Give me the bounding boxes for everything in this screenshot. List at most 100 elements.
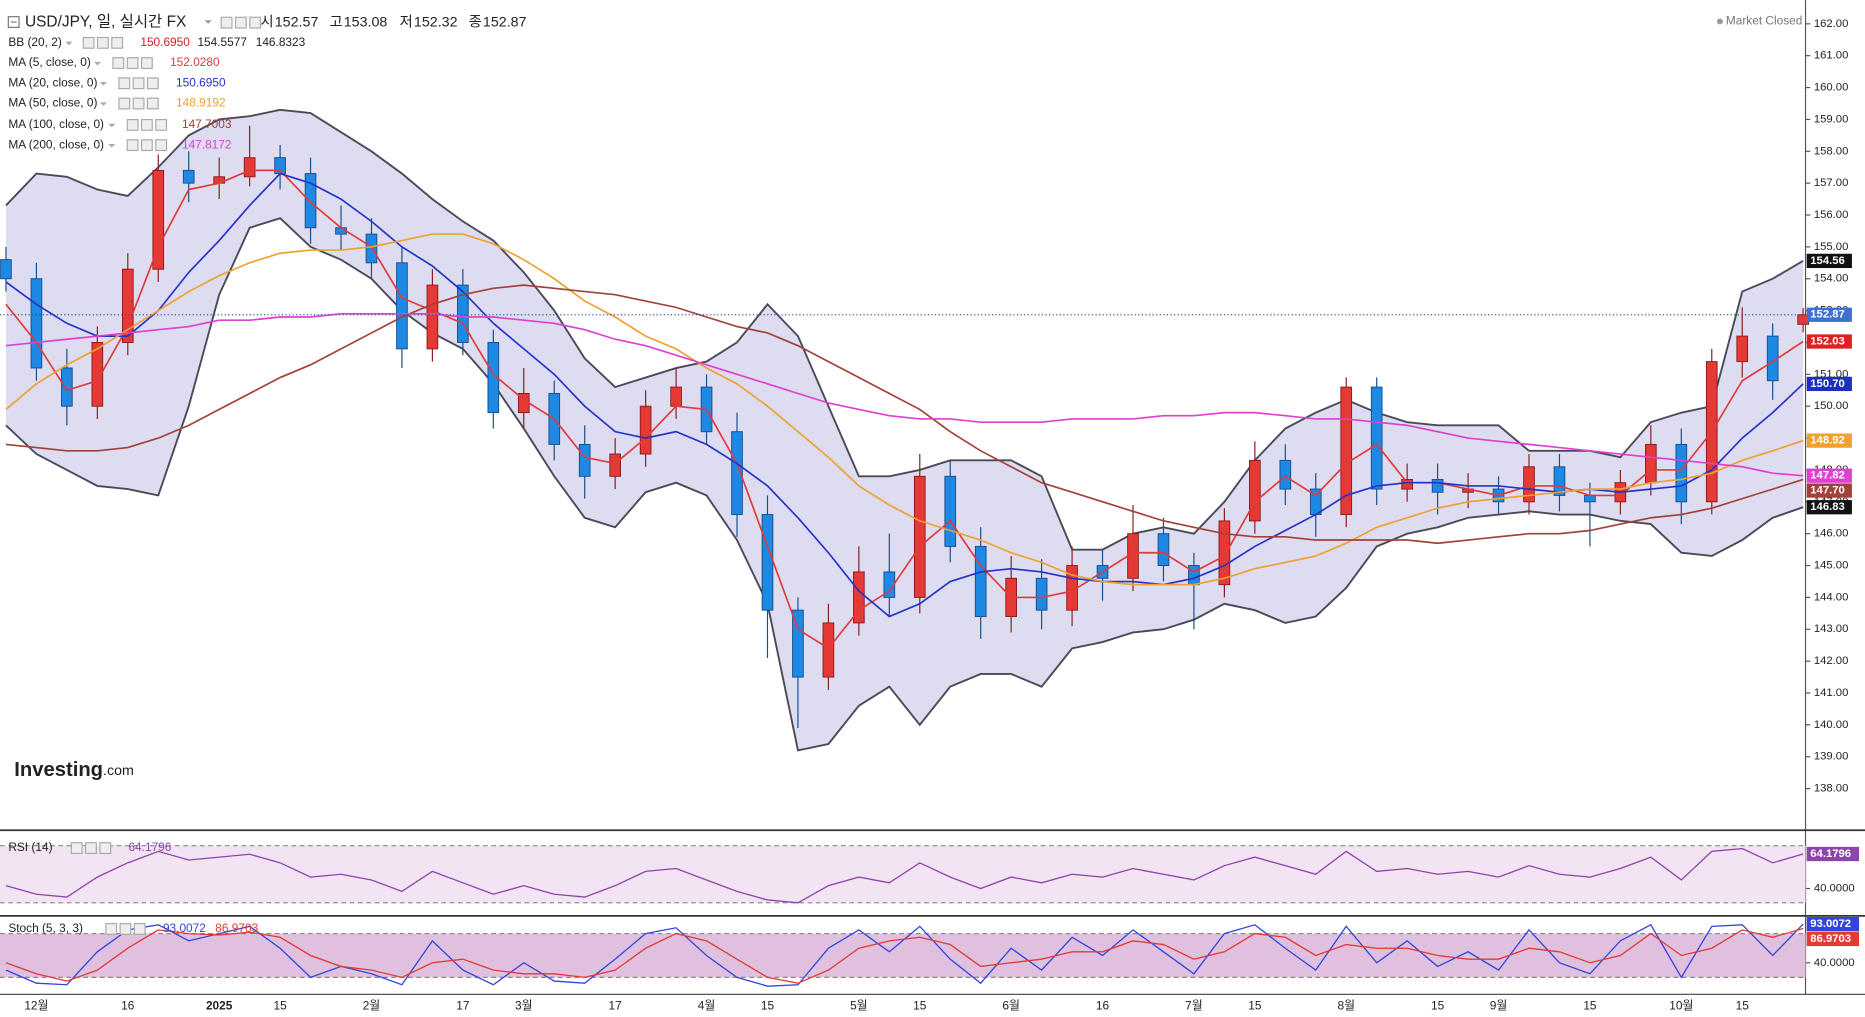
- indicator-icon[interactable]: [133, 923, 146, 935]
- indicator-icon[interactable]: [132, 77, 145, 90]
- dropdown-arrow[interactable]: [65, 41, 73, 46]
- quote-value: 152.87: [483, 14, 527, 30]
- candle-body: [1279, 459, 1292, 490]
- x-tick-label: 17: [609, 998, 622, 1012]
- dropdown-arrow[interactable]: [108, 143, 116, 148]
- price-tag-label: 148.92: [1810, 435, 1845, 447]
- y-tick-label: 159.00: [1814, 113, 1849, 125]
- y-tick-label: 156.00: [1814, 209, 1849, 221]
- collapse-icon[interactable]: [7, 16, 20, 28]
- indicator-icon[interactable]: [126, 57, 139, 70]
- indicator-icon[interactable]: [220, 16, 233, 29]
- x-tick-label: 2월: [363, 998, 381, 1012]
- indicator-icon[interactable]: [70, 842, 83, 855]
- moving-average: [5, 169, 1804, 650]
- bollinger-lower: [5, 217, 1804, 752]
- candle-body: [1157, 533, 1170, 567]
- indicator-icon[interactable]: [126, 118, 139, 131]
- dropdown-arrow[interactable]: [99, 102, 108, 106]
- moving-average: [5, 312, 1804, 477]
- x-tick-label: 12월: [24, 998, 48, 1012]
- candle-body: [1249, 459, 1261, 522]
- y-tick-label: 145.00: [1814, 560, 1849, 572]
- logo: Investing.com: [14, 759, 134, 781]
- indicator-icon[interactable]: [140, 118, 153, 131]
- candle-body: [913, 475, 926, 598]
- logo-suffix: .com: [103, 763, 134, 779]
- indicator-icon[interactable]: [119, 923, 132, 935]
- status-dot: [1716, 18, 1723, 25]
- quote-label: 종: [469, 14, 482, 30]
- candle-body: [396, 262, 408, 350]
- indicator-icon[interactable]: [140, 57, 153, 70]
- candle-body: [0, 259, 12, 280]
- value-tag: [1806, 931, 1860, 947]
- x-tick-label: 3월: [515, 998, 533, 1012]
- indicator-name: MA (100, close, 0): [8, 117, 104, 131]
- candle-body: [792, 609, 804, 678]
- indicator-icon[interactable]: [118, 97, 131, 110]
- value-tag-label: 64.1796: [1810, 848, 1851, 860]
- indicator-icon[interactable]: [118, 77, 131, 90]
- indicator-icon[interactable]: [146, 77, 159, 90]
- indicator-name: MA (5, close, 0): [8, 55, 91, 69]
- candle-body: [1675, 443, 1688, 503]
- indicator-icon[interactable]: [96, 36, 109, 49]
- indicator-icon[interactable]: [132, 97, 145, 110]
- moving-average: [5, 284, 1804, 545]
- candle-body: [1584, 494, 1596, 503]
- indicator-value: 86.9703: [215, 921, 258, 935]
- x-tick-label: 15: [1736, 998, 1750, 1012]
- candle-body: [1523, 466, 1535, 503]
- dropdown-arrow[interactable]: [93, 61, 102, 66]
- quote-label: 시: [260, 14, 273, 30]
- candle-body: [1035, 577, 1048, 611]
- quote-label: 저: [400, 13, 413, 30]
- indicator-icon[interactable]: [99, 842, 112, 855]
- indicator-icon[interactable]: [249, 16, 262, 29]
- x-tick-label: 15: [273, 998, 287, 1012]
- indicator-icon[interactable]: [85, 842, 97, 855]
- indicator-icon[interactable]: [155, 118, 168, 131]
- dropdown-arrow[interactable]: [99, 82, 108, 86]
- indicator-icon[interactable]: [234, 16, 247, 29]
- dropdown-arrow[interactable]: [108, 123, 116, 128]
- indicator-name: MA (200, close, 0): [8, 137, 104, 151]
- x-tick-label: 6월: [1002, 998, 1020, 1012]
- value-tag-label: 93.0072: [1810, 918, 1851, 930]
- y-tick-label: 161.00: [1814, 50, 1849, 62]
- indicator-value: 146.8323: [256, 35, 306, 49]
- x-tick-label: 9월: [1490, 998, 1508, 1012]
- candle-body: [944, 475, 957, 547]
- indicator-icon[interactable]: [112, 57, 125, 70]
- indicator-icon[interactable]: [105, 923, 118, 935]
- y-tick-label: 40.0000: [1814, 883, 1855, 895]
- price-tag-label: 152.03: [1810, 336, 1845, 348]
- candle-body: [974, 545, 987, 618]
- indicator-icon[interactable]: [126, 139, 139, 152]
- y-tick-label: 155.00: [1814, 241, 1849, 253]
- dropdown-arrow[interactable]: [204, 20, 212, 24]
- indicator-value: 147.8172: [182, 137, 232, 151]
- candle-body: [457, 284, 469, 343]
- price-tag: [1806, 500, 1852, 515]
- candle-body: [609, 453, 621, 477]
- indicator-value: 150.6950: [140, 35, 190, 49]
- indicator-icon[interactable]: [140, 139, 153, 152]
- moving-average: [5, 172, 1804, 618]
- y-tick-label: 157.00: [1814, 177, 1849, 189]
- indicator-value: 154.5577: [197, 35, 247, 49]
- indicator-value: 150.6950: [176, 75, 226, 89]
- x-tick-label: 16: [1096, 998, 1110, 1012]
- quote-value: 153.08: [344, 14, 388, 30]
- indicator-icon[interactable]: [82, 36, 95, 49]
- indicator-icon[interactable]: [146, 97, 159, 110]
- market-status: Market Closed: [1726, 14, 1803, 28]
- indicator-icon[interactable]: [155, 139, 168, 152]
- candle-body: [61, 367, 73, 407]
- y-tick-label: 162.00: [1814, 18, 1849, 30]
- indicator-icon[interactable]: [111, 36, 124, 49]
- y-tick-label: 143.00: [1814, 623, 1849, 635]
- candle-body: [426, 284, 439, 350]
- candle-body: [1218, 520, 1231, 586]
